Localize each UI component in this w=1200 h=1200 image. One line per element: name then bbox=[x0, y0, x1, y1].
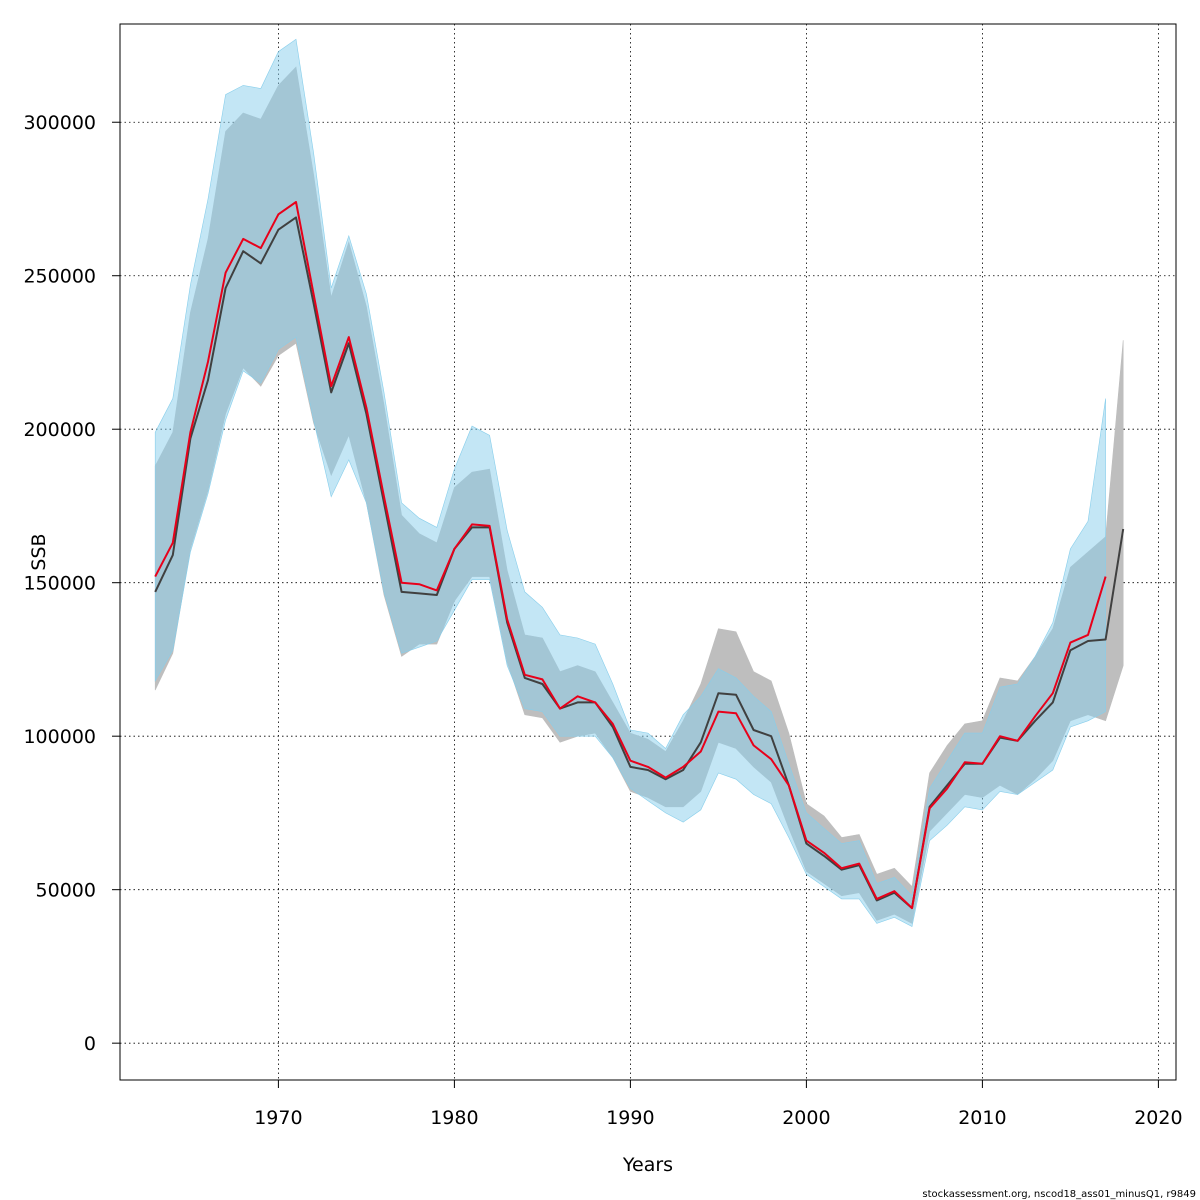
x-tick-label: 1980 bbox=[430, 1107, 478, 1129]
x-tick-label: 2010 bbox=[958, 1107, 1006, 1129]
y-tick-label: 50000 bbox=[36, 880, 96, 902]
y-tick-label: 0 bbox=[84, 1033, 96, 1055]
footnote: stockassessment.org, nscod18_ass01_minus… bbox=[922, 1189, 1196, 1200]
x-tick-label: 1990 bbox=[606, 1107, 654, 1129]
confidence-bands bbox=[154, 38, 1124, 927]
y-tick-label: 300000 bbox=[23, 112, 96, 134]
plot-frame bbox=[119, 23, 1177, 1081]
x-axis-title: Years bbox=[622, 1154, 673, 1176]
y-axis: 0 50000 100000 150000 200000 250000 300000 bbox=[23, 112, 120, 1055]
y-tick-label: 250000 bbox=[23, 266, 96, 288]
ssb-lines bbox=[154, 201, 1125, 910]
y-axis-title: SSB bbox=[28, 533, 50, 570]
confidence-band-alternative bbox=[154, 38, 1106, 927]
ssb-line-alternative bbox=[154, 201, 1107, 910]
x-tick-label: 2000 bbox=[782, 1107, 830, 1129]
y-tick-label: 150000 bbox=[23, 573, 96, 595]
y-tick-label: 200000 bbox=[23, 419, 96, 441]
y-tick-label: 100000 bbox=[23, 726, 96, 748]
x-tick-label: 1970 bbox=[254, 1107, 302, 1129]
x-tick-label: 2020 bbox=[1134, 1107, 1182, 1129]
x-axis: 1970 1980 1990 2000 2010 2020 bbox=[254, 1080, 1183, 1129]
